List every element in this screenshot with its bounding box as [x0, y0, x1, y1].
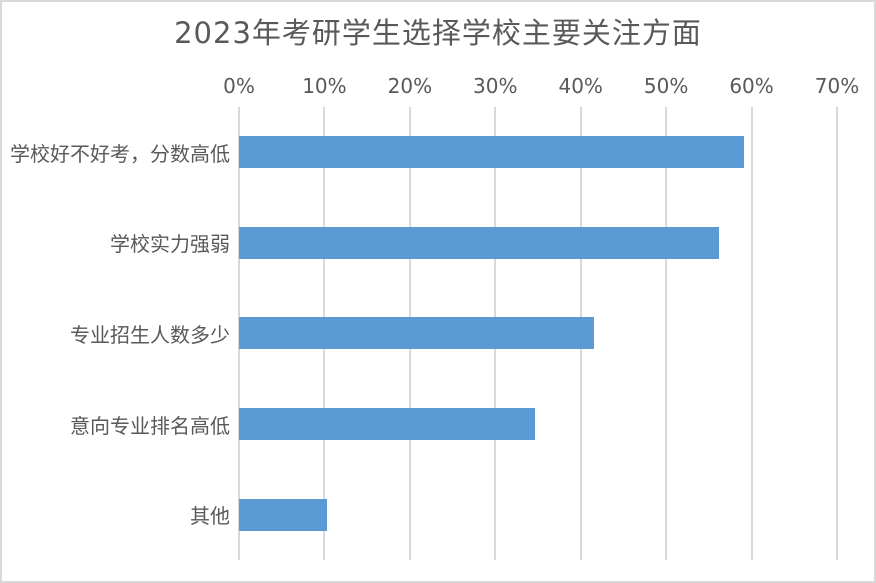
bar [239, 408, 535, 441]
x-axis-tick-label: 70% [814, 74, 860, 98]
category-label: 意向专业排名高低 [70, 413, 230, 438]
bar-rows [239, 107, 837, 560]
x-axis-tick-label: 20% [387, 74, 433, 98]
category-label: 学校好不好考，分数高低 [10, 141, 230, 166]
category-label: 其他 [190, 504, 230, 529]
gridline [665, 107, 668, 560]
bar [239, 226, 720, 259]
category-label: 学校实力强弱 [110, 232, 230, 257]
plot-area: 0% 10% 20% 30% 40% 50% 60% 70% [223, 75, 859, 560]
bar-row [239, 288, 837, 379]
category-label: 专业招生人数多少 [70, 322, 230, 347]
x-axis-tick-label: 50% [643, 74, 689, 98]
bar [239, 498, 327, 531]
category-labels: 学校好不好考，分数高低学校实力强弱专业招生人数多少 意向专业排名高低其他 [2, 107, 230, 560]
bar-row [239, 107, 837, 198]
chart-title: 2023年考研学生选择学校主要关注方面 [174, 16, 702, 50]
gridline [836, 107, 838, 560]
bar-row [239, 379, 837, 470]
gridline [750, 107, 753, 560]
x-axis-tick-label: 0% [223, 74, 255, 98]
bar-row [239, 469, 837, 560]
x-axis-tick-label: 30% [473, 74, 518, 98]
bar [239, 317, 594, 350]
x-axis-tick-label: 40% [558, 74, 603, 98]
bar-row [239, 198, 837, 289]
x-axis-tick-label: 60% [729, 74, 774, 98]
x-axis-tick-label: 10% [302, 74, 347, 98]
bar [239, 136, 744, 169]
